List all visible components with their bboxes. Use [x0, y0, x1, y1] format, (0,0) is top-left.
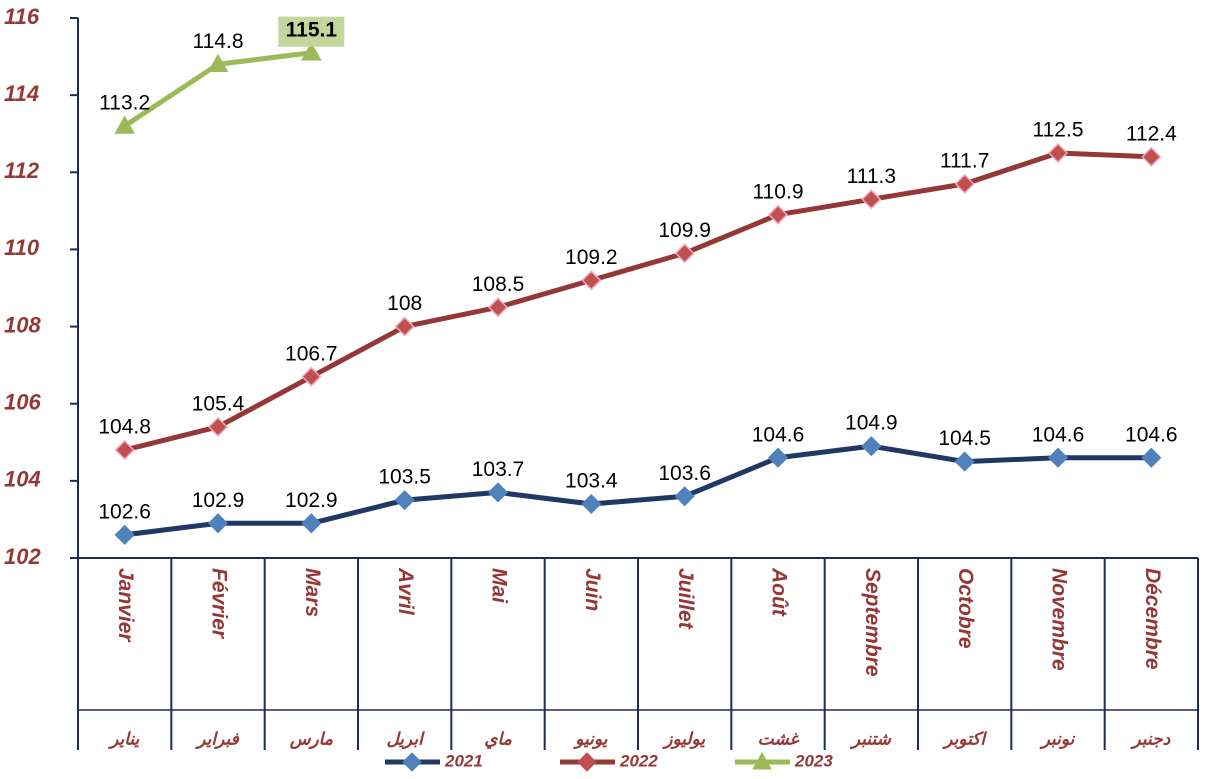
marker	[581, 493, 602, 515]
marker	[767, 447, 789, 468]
marker	[301, 366, 322, 387]
x-tick-label-ar: اكتوبر	[941, 729, 987, 749]
legend-marker	[402, 752, 422, 772]
marker	[301, 513, 322, 534]
data-label: 102.6	[98, 500, 151, 523]
y-tick-label: 112	[4, 158, 40, 183]
data-label: 102.9	[192, 489, 245, 512]
marker	[581, 270, 602, 291]
x-tick-label: Mai	[487, 568, 510, 604]
x-tick-label-ar: ابريل	[386, 729, 425, 749]
label-highlight	[278, 16, 345, 47]
data-label: 104.5	[938, 427, 991, 450]
data-label: 114.8	[193, 30, 244, 53]
marker	[674, 243, 695, 264]
y-tick-label: 116	[4, 4, 40, 29]
x-tick-label-ar: يوليوز	[661, 729, 705, 749]
data-label: 103.4	[565, 470, 618, 493]
data-label: 108	[387, 292, 422, 315]
data-label: 109.2	[565, 246, 618, 269]
marker	[954, 451, 975, 472]
marker	[114, 115, 135, 134]
marker	[487, 482, 509, 503]
data-label: 113.2	[99, 92, 150, 115]
y-tick-label: 110	[4, 235, 40, 260]
x-tick-label: Février	[207, 568, 230, 640]
x-tick-label-ar: فبراير	[194, 729, 239, 749]
data-label: 115.1	[286, 18, 338, 41]
data-label: 104.9	[845, 412, 898, 435]
data-label: 111.7	[940, 149, 989, 172]
data-label: 112.5	[1033, 119, 1084, 142]
marker	[207, 53, 229, 73]
data-label: 112.4	[1126, 122, 1177, 145]
x-tick-label-ar: غشت	[758, 729, 801, 748]
y-tick-label: 114	[4, 81, 39, 106]
marker	[487, 297, 509, 318]
series-line	[124, 150, 1152, 453]
legend-label: 2023	[794, 751, 833, 770]
legend-label: 2021	[444, 751, 483, 770]
marker	[394, 490, 415, 511]
x-tick-label: Octobre	[954, 568, 977, 649]
x-tick-label: Novembre	[1047, 568, 1070, 671]
legend-marker	[577, 752, 597, 772]
x-tick-label-ar: يناير	[107, 729, 139, 749]
data-label: 104.6	[1125, 423, 1178, 446]
marker	[301, 42, 322, 61]
marker	[767, 204, 789, 225]
data-label: 108.5	[472, 273, 525, 296]
data-label: 110.9	[753, 180, 804, 203]
data-label: 104.8	[98, 416, 151, 439]
data-label: 103.7	[472, 458, 525, 481]
y-tick-label: 108	[4, 312, 41, 337]
x-tick-label-ar: يونيو	[572, 729, 607, 749]
data-label: 105.4	[192, 392, 245, 415]
series-line	[124, 443, 1152, 538]
data-label: 104.6	[752, 423, 805, 446]
x-tick-label: Août	[767, 567, 790, 617]
x-tick-label: Avril	[394, 567, 417, 616]
x-tick-label-ar: نونبر	[1039, 729, 1076, 749]
marker	[861, 189, 882, 210]
x-tick-label-ar: شتنبر	[849, 729, 892, 749]
marker	[1047, 447, 1069, 468]
data-label: 102.9	[285, 489, 338, 512]
data-label: 104.6	[1032, 423, 1085, 446]
marker	[674, 486, 695, 507]
marker	[1141, 146, 1162, 167]
x-tick-label: Janvier	[114, 568, 137, 643]
x-tick-label: Juin	[581, 568, 604, 611]
y-tick-label: 102	[4, 544, 41, 569]
x-tick-label: Mars	[301, 568, 324, 617]
data-label: 103.6	[658, 462, 711, 485]
legend-marker	[752, 751, 772, 770]
x-tick-label-ar: مارس	[289, 729, 334, 749]
legend-label: 2022	[619, 751, 658, 770]
marker	[114, 524, 135, 545]
marker	[1047, 142, 1069, 164]
y-tick-label: 104	[4, 467, 41, 492]
data-label: 106.7	[285, 342, 338, 365]
data-label: 109.9	[658, 219, 711, 242]
x-tick-label: Septembre	[861, 568, 884, 677]
marker	[207, 513, 229, 534]
marker	[207, 416, 229, 437]
marker	[1141, 447, 1162, 468]
data-label: 111.3	[847, 165, 896, 188]
x-tick-label: Juillet	[674, 568, 697, 630]
marker	[861, 436, 882, 457]
x-tick-label-ar: ماي	[484, 729, 512, 749]
x-tick-label: Décembre	[1141, 568, 1164, 670]
marker	[114, 439, 135, 461]
data-label: 103.5	[378, 466, 431, 489]
y-tick-label: 106	[4, 390, 41, 415]
x-tick-label-ar: دجنبر	[1129, 729, 1170, 749]
marker	[394, 316, 415, 337]
marker	[954, 173, 975, 194]
